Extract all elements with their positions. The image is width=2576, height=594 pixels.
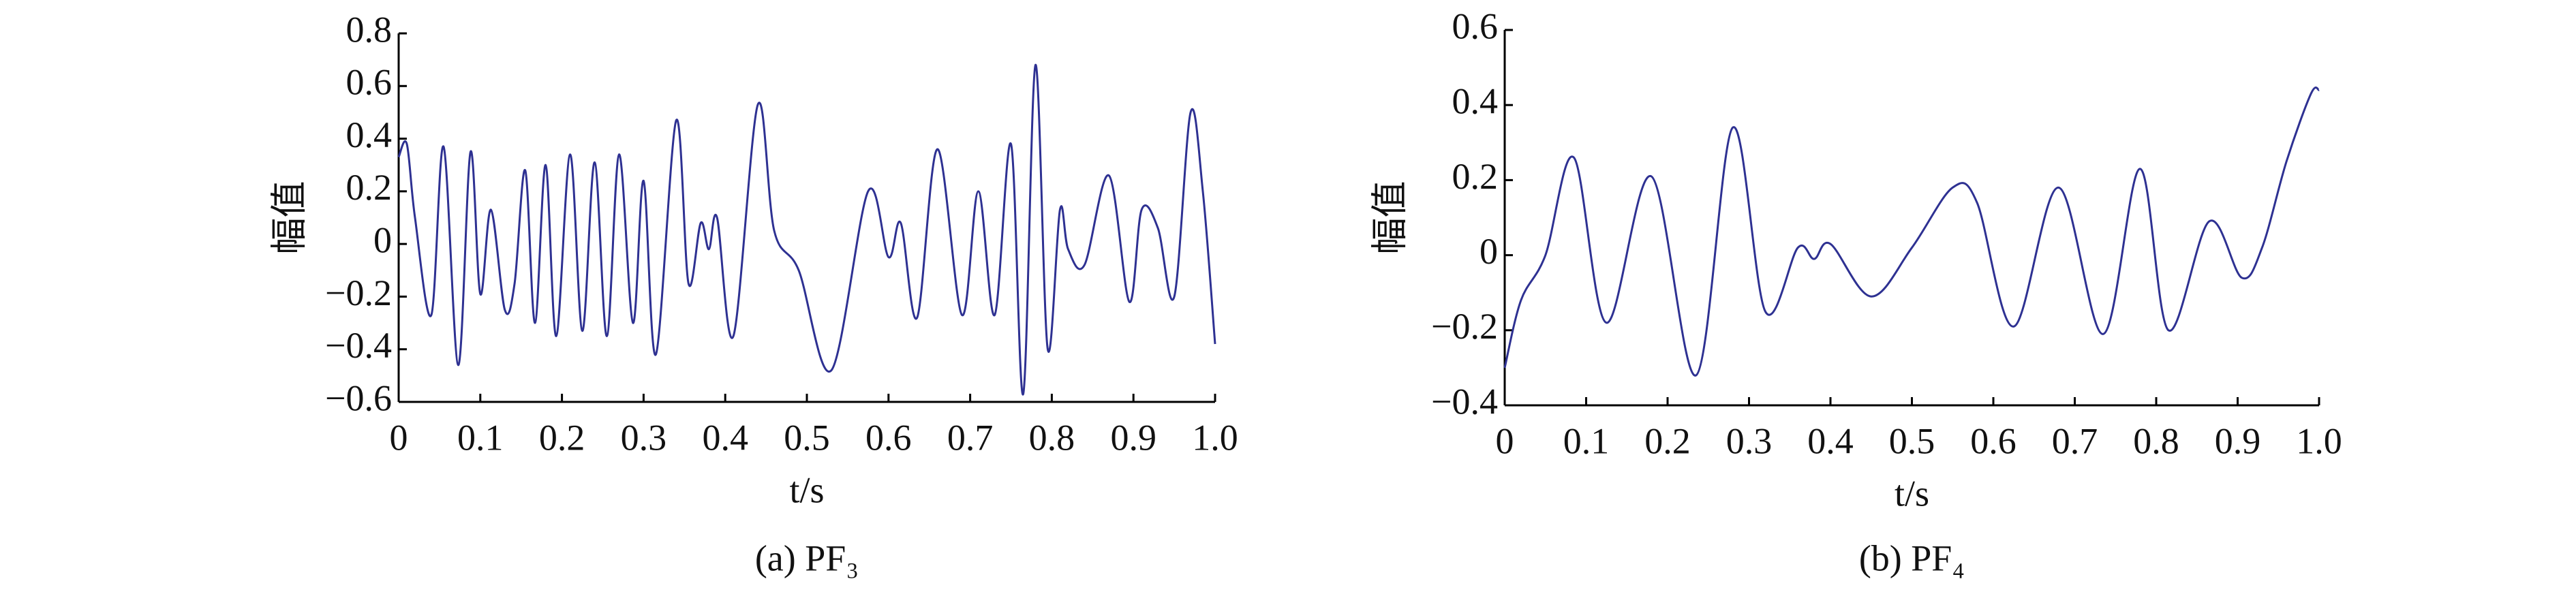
y-tick-label: 0.2 [1452, 156, 1499, 197]
x-tick-label: 0 [390, 417, 408, 458]
x-tick-label: 0.6 [865, 417, 912, 458]
x-tick-label: 0.7 [2052, 420, 2098, 461]
y-tick-label: 0 [1479, 231, 1498, 272]
x-tick-label: 0.3 [1726, 420, 1773, 461]
x-tick-label: 0.2 [539, 417, 585, 458]
x-tick-label: 0.5 [1889, 420, 1935, 461]
y-tick-label: 0.4 [1452, 81, 1499, 122]
x-tick-label: 0.9 [1110, 417, 1156, 458]
x-tick-label: 0 [1496, 420, 1514, 461]
x-tick-label: 0.1 [1563, 420, 1610, 461]
x-tick-label: 0.1 [457, 417, 504, 458]
y-tick-label: 0.8 [346, 9, 393, 50]
x-tick-label: 0.9 [2215, 420, 2261, 461]
chart-title: (a) PF₃ [755, 537, 859, 578]
y-tick-label: 0.6 [346, 62, 393, 103]
y-tick-label: −0.4 [1431, 381, 1498, 422]
data-line [1503, 87, 2320, 377]
x-tick-label: 1.0 [1192, 417, 1238, 458]
y-tick-label: 0.2 [346, 167, 393, 208]
y-tick-label: 0 [373, 220, 392, 261]
y-axis-label: 幅值 [269, 181, 309, 255]
y-tick-label: −0.2 [1431, 306, 1498, 347]
y-tick-label: −0.6 [325, 377, 392, 418]
y-tick-label: −0.4 [325, 325, 392, 366]
y-tick-label: 0.6 [1452, 5, 1499, 46]
x-tick-label: 1.0 [2296, 420, 2342, 461]
y-tick-label: 0.4 [346, 114, 393, 155]
x-tick-label: 0.4 [1807, 420, 1854, 461]
x-axis-label: t/s [789, 469, 824, 510]
x-tick-label: 0.8 [2133, 420, 2179, 461]
x-axis-label: t/s [1895, 473, 1929, 514]
x-tick-label: 0.3 [621, 417, 667, 458]
data-line [397, 63, 1216, 396]
x-tick-label: 0.2 [1644, 420, 1691, 461]
x-tick-label: 0.8 [1029, 417, 1075, 458]
x-tick-label: 0.4 [702, 417, 748, 458]
y-tick-label: −0.2 [325, 272, 392, 313]
x-tick-label: 0.5 [784, 417, 830, 458]
chart-title: (b) PF₄ [1859, 537, 1965, 578]
y-axis-label: 幅值 [1369, 181, 1410, 255]
x-tick-label: 0.7 [947, 417, 994, 458]
x-tick-label: 0.6 [1970, 420, 2017, 461]
